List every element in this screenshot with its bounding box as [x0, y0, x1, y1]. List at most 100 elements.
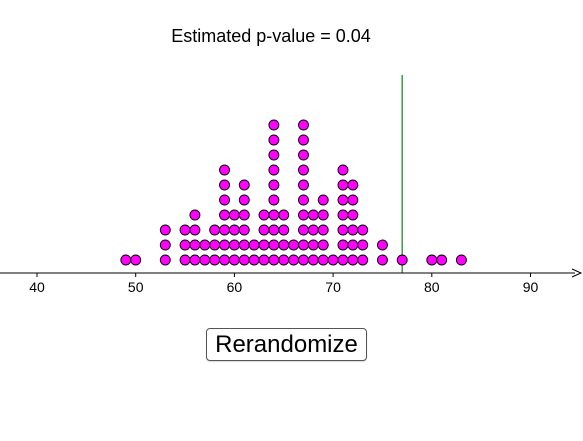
data-dot — [238, 194, 250, 206]
data-dot — [159, 224, 171, 236]
data-dot — [337, 224, 349, 236]
data-dot — [268, 254, 280, 266]
data-dot — [337, 254, 349, 266]
data-dot — [179, 239, 191, 251]
data-dot — [219, 239, 230, 251]
data-dot — [219, 194, 230, 206]
data-dot — [337, 194, 349, 206]
x-tick-label: 60 — [227, 279, 243, 295]
data-dot — [455, 254, 467, 266]
data-dot — [436, 254, 448, 266]
data-dot — [347, 209, 359, 221]
data-dot — [298, 179, 309, 191]
data-dot — [219, 179, 230, 191]
data-dot — [209, 239, 221, 251]
x-tick-label: 40 — [29, 279, 45, 295]
data-dot — [317, 209, 329, 221]
data-dot — [120, 254, 132, 266]
data-dot — [199, 254, 211, 266]
data-dot — [298, 149, 309, 161]
data-dot — [317, 224, 329, 236]
dot-plot: 40 50 60 70 80 90 — [0, 75, 583, 295]
data-dot — [298, 119, 309, 131]
data-dot — [298, 224, 309, 236]
data-dot — [327, 254, 339, 266]
data-dot — [317, 239, 329, 251]
data-dot — [298, 254, 309, 266]
data-dot — [179, 224, 191, 236]
data-dot — [347, 239, 359, 251]
data-dot — [228, 239, 240, 251]
data-dot — [258, 239, 270, 251]
data-dot — [248, 254, 260, 266]
data-dot — [258, 209, 270, 221]
data-dot — [426, 254, 438, 266]
data-dot — [278, 209, 290, 221]
data-dot — [298, 209, 309, 221]
data-dot — [298, 134, 309, 146]
data-dot — [307, 254, 319, 266]
data-dot — [209, 224, 221, 236]
data-dot — [298, 164, 309, 176]
data-dot — [199, 239, 211, 251]
data-dot — [179, 254, 191, 266]
data-dot — [337, 164, 349, 176]
data-dot — [219, 209, 230, 221]
x-tick-label: 50 — [128, 279, 144, 295]
rerandomize-button[interactable]: Rerandomize — [206, 328, 367, 361]
data-dot — [228, 224, 240, 236]
data-dot — [219, 254, 230, 266]
data-dot — [159, 254, 171, 266]
data-dot — [337, 179, 349, 191]
data-dot — [337, 239, 349, 251]
data-dot — [238, 239, 250, 251]
data-dot — [288, 254, 300, 266]
data-dot — [189, 209, 201, 221]
data-dot — [268, 224, 280, 236]
data-dot — [238, 254, 250, 266]
data-dot — [307, 224, 319, 236]
data-dot — [298, 239, 309, 251]
data-dot — [317, 194, 329, 206]
data-dot — [258, 254, 270, 266]
data-dot — [396, 254, 408, 266]
data-dot — [288, 239, 300, 251]
data-dot — [238, 224, 250, 236]
data-dot — [268, 149, 280, 161]
data-dot — [357, 254, 369, 266]
data-dot — [209, 254, 221, 266]
data-dot — [347, 194, 359, 206]
data-dot — [219, 164, 230, 176]
data-dot — [278, 254, 290, 266]
data-dot — [228, 209, 240, 221]
x-tick-label: 90 — [523, 279, 539, 295]
data-dot — [130, 254, 142, 266]
data-dot — [238, 209, 250, 221]
data-dot — [377, 239, 388, 251]
data-dot — [228, 254, 240, 266]
data-dot — [317, 254, 329, 266]
data-dot — [189, 224, 201, 236]
data-dot — [307, 239, 319, 251]
x-tick-label: 80 — [424, 279, 440, 295]
data-dot — [268, 194, 280, 206]
data-dot — [357, 224, 369, 236]
data-dot — [189, 239, 201, 251]
data-dot — [159, 239, 171, 251]
data-dot — [347, 224, 359, 236]
data-dot — [268, 179, 280, 191]
data-dot — [347, 179, 359, 191]
data-dot — [298, 194, 309, 206]
x-tick-label: 70 — [325, 279, 341, 295]
data-dot — [278, 239, 290, 251]
data-dot — [307, 209, 319, 221]
data-dot — [268, 134, 280, 146]
data-dot — [268, 209, 280, 221]
data-dot — [268, 239, 280, 251]
x-axis-arrow-icon — [571, 268, 583, 278]
data-dot — [248, 239, 260, 251]
data-dot — [347, 254, 359, 266]
data-dot — [377, 254, 388, 266]
data-dot — [268, 164, 280, 176]
data-dot — [357, 239, 369, 251]
